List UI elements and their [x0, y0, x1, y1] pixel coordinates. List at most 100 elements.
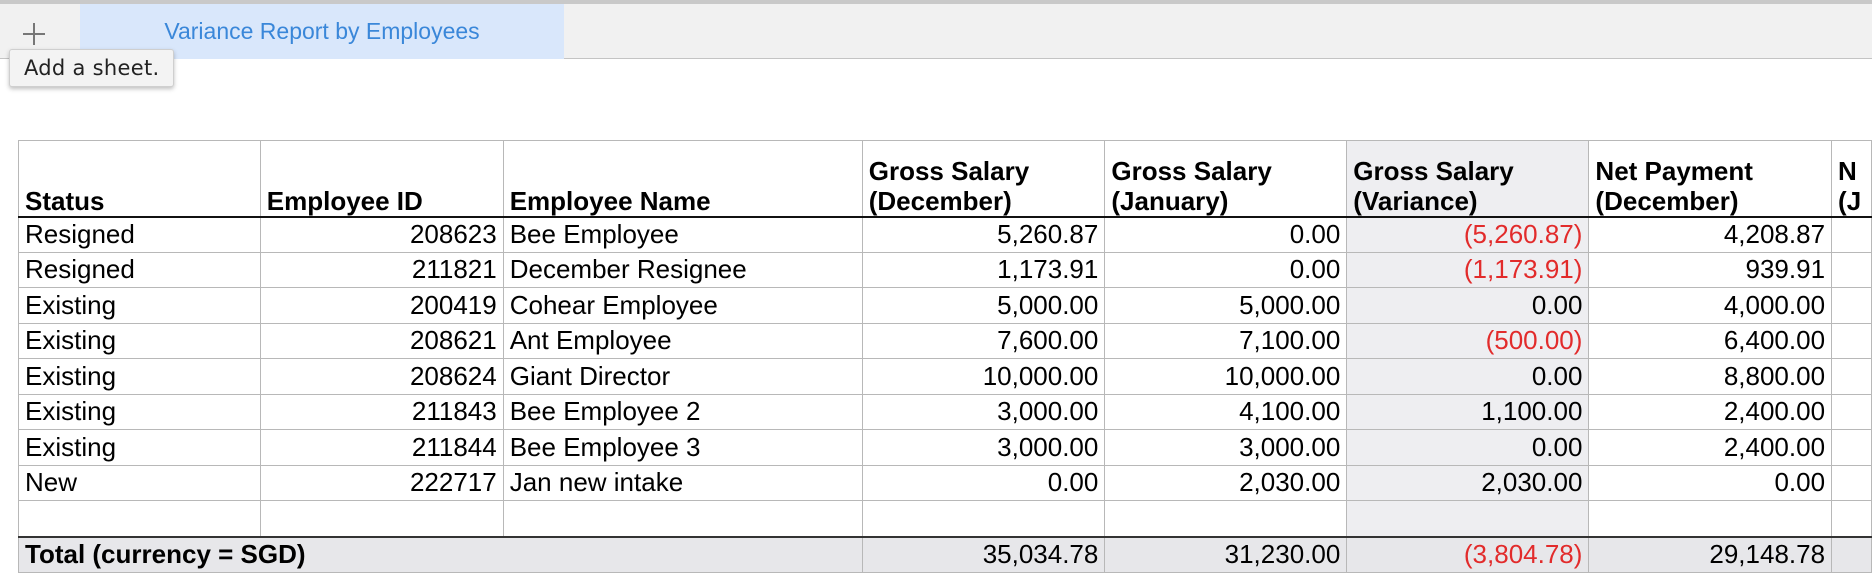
cell-gross-variance[interactable]: (500.00) [1346, 322, 1590, 359]
cell-employee-id[interactable]: 222717 [259, 464, 504, 501]
header-status[interactable]: Status [18, 140, 261, 218]
cell-employee-id[interactable]: 211844 [259, 429, 504, 466]
cell-gross-variance[interactable]: 0.00 [1346, 358, 1590, 395]
table-row: Resigned 208623 Bee Employee 5,260.87 0.00 (5… [18, 216, 1872, 253]
header-gross-jan[interactable]: Gross Salary (January) [1104, 140, 1348, 218]
cell-gross-dec[interactable]: 3,000.00 [861, 393, 1106, 430]
variance-table: Status Employee ID Employee Name Gross S… [18, 140, 1872, 573]
table-row: Existing 200419 Cohear Employee 5,000.00 5,0… [18, 287, 1872, 324]
cell-gross-dec[interactable]: 1,173.91 [861, 251, 1106, 288]
cell-net-jan[interactable] [1831, 251, 1872, 288]
cell-status[interactable]: Existing [18, 393, 261, 430]
table-row: Existing 208624 Giant Director 10,000.00 10,… [18, 358, 1872, 395]
cell-empty[interactable] [1831, 500, 1872, 537]
cell-net-jan[interactable] [1831, 216, 1872, 253]
cell-employee-id[interactable]: 208624 [259, 358, 504, 395]
total-label[interactable]: Total (currency = SGD) [18, 535, 863, 573]
total-gross-dec[interactable]: 35,034.78 [861, 535, 1106, 573]
cell-gross-jan[interactable]: 2,030.00 [1104, 464, 1348, 501]
cell-net-dec[interactable]: 2,400.00 [1588, 429, 1833, 466]
cell-gross-jan[interactable]: 5,000.00 [1104, 287, 1348, 324]
cell-status[interactable]: Existing [18, 429, 261, 466]
cell-empty[interactable] [259, 500, 504, 537]
cell-employee-id[interactable]: 200419 [259, 287, 504, 324]
total-row: Total (currency = SGD) 35,034.78 31,230.00… [18, 535, 1872, 573]
cell-status[interactable]: Resigned [18, 251, 261, 288]
cell-gross-variance[interactable]: 1,100.00 [1346, 393, 1590, 430]
table-row: Existing 211843 Bee Employee 2 3,000.00 4,10… [18, 393, 1872, 430]
cell-employee-name[interactable]: Bee Employee 3 [502, 429, 863, 466]
cell-gross-dec[interactable]: 5,000.00 [861, 287, 1106, 324]
header-gross-dec[interactable]: Gross Salary (December) [861, 140, 1106, 218]
cell-net-dec[interactable]: 4,208.87 [1588, 216, 1833, 253]
cell-net-dec[interactable]: 2,400.00 [1588, 393, 1833, 430]
cell-net-jan[interactable] [1831, 429, 1872, 466]
header-net-dec[interactable]: Net Payment (December) [1588, 140, 1833, 218]
header-row: Status Employee ID Employee Name Gross S… [18, 140, 1872, 218]
cell-gross-dec[interactable]: 5,260.87 [861, 216, 1106, 253]
cell-net-dec[interactable]: 6,400.00 [1588, 322, 1833, 359]
cell-employee-id[interactable]: 208623 [259, 216, 504, 253]
cell-gross-variance[interactable]: 0.00 [1346, 429, 1590, 466]
cell-net-dec[interactable]: 4,000.00 [1588, 287, 1833, 324]
cell-net-jan[interactable] [1831, 287, 1872, 324]
add-sheet-tooltip: Add a sheet. [9, 49, 175, 87]
total-gross-variance[interactable]: (3,804.78) [1346, 535, 1590, 573]
table-row: New 222717 Jan new intake 0.00 2,030.00 2,030… [18, 464, 1872, 501]
plus-icon [23, 23, 45, 45]
cell-gross-dec[interactable]: 3,000.00 [861, 429, 1106, 466]
cell-net-dec[interactable]: 939.91 [1588, 251, 1833, 288]
cell-status[interactable]: Existing [18, 322, 261, 359]
cell-gross-dec[interactable]: 10,000.00 [861, 358, 1106, 395]
cell-net-dec[interactable]: 8,800.00 [1588, 358, 1833, 395]
cell-employee-id[interactable]: 211843 [259, 393, 504, 430]
cell-gross-variance[interactable]: (5,260.87) [1346, 216, 1590, 253]
cell-empty[interactable] [502, 500, 863, 537]
cell-status[interactable]: Existing [18, 358, 261, 395]
cell-employee-name[interactable]: Giant Director [502, 358, 863, 395]
cell-gross-jan[interactable]: 0.00 [1104, 251, 1348, 288]
header-employee-name[interactable]: Employee Name [502, 140, 863, 218]
window-top-border [0, 0, 1872, 4]
header-net-jan-partial[interactable]: N (J [1831, 140, 1872, 218]
table-body: Resigned 208623 Bee Employee 5,260.87 0.00 (5… [18, 216, 1872, 573]
cell-gross-variance[interactable]: 0.00 [1346, 287, 1590, 324]
total-gross-jan[interactable]: 31,230.00 [1104, 535, 1348, 573]
cell-empty[interactable] [1588, 500, 1833, 537]
cell-gross-variance[interactable]: (1,173.91) [1346, 251, 1590, 288]
cell-gross-jan[interactable]: 10,000.00 [1104, 358, 1348, 395]
cell-empty[interactable] [1346, 500, 1590, 537]
cell-net-dec[interactable]: 0.00 [1588, 464, 1833, 501]
cell-gross-jan[interactable]: 4,100.00 [1104, 393, 1348, 430]
cell-employee-name[interactable]: December Resignee [502, 251, 863, 288]
cell-gross-jan[interactable]: 7,100.00 [1104, 322, 1348, 359]
header-gross-variance[interactable]: Gross Salary (Variance) [1346, 140, 1590, 218]
cell-gross-dec[interactable]: 7,600.00 [861, 322, 1106, 359]
cell-employee-name[interactable]: Ant Employee [502, 322, 863, 359]
cell-gross-jan[interactable]: 3,000.00 [1104, 429, 1348, 466]
cell-net-jan[interactable] [1831, 358, 1872, 395]
cell-employee-name[interactable]: Bee Employee 2 [502, 393, 863, 430]
add-sheet-button[interactable] [6, 10, 62, 58]
table-row: Existing 211844 Bee Employee 3 3,000.00 3,00… [18, 429, 1872, 466]
cell-net-jan[interactable] [1831, 464, 1872, 501]
header-employee-id[interactable]: Employee ID [259, 140, 504, 218]
cell-status[interactable]: New [18, 464, 261, 501]
cell-gross-variance[interactable]: 2,030.00 [1346, 464, 1590, 501]
cell-empty[interactable] [1104, 500, 1348, 537]
cell-status[interactable]: Resigned [18, 216, 261, 253]
cell-employee-name[interactable]: Cohear Employee [502, 287, 863, 324]
total-net-dec[interactable]: 29,148.78 [1588, 535, 1833, 573]
cell-net-jan[interactable] [1831, 322, 1872, 359]
cell-net-jan[interactable] [1831, 393, 1872, 430]
cell-empty[interactable] [861, 500, 1106, 537]
cell-employee-name[interactable]: Jan new intake [502, 464, 863, 501]
cell-employee-name[interactable]: Bee Employee [502, 216, 863, 253]
cell-employee-id[interactable]: 208621 [259, 322, 504, 359]
cell-gross-dec[interactable]: 0.00 [861, 464, 1106, 501]
cell-employee-id[interactable]: 211821 [259, 251, 504, 288]
cell-status[interactable]: Existing [18, 287, 261, 324]
total-net-jan[interactable] [1831, 535, 1872, 573]
cell-empty[interactable] [18, 500, 261, 537]
cell-gross-jan[interactable]: 0.00 [1104, 216, 1348, 253]
